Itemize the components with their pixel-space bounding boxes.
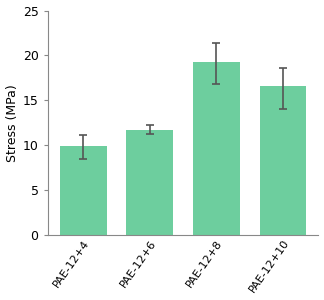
Bar: [126, 130, 173, 235]
Bar: [193, 62, 239, 235]
Bar: [260, 86, 306, 235]
Y-axis label: Stress (MPa): Stress (MPa): [6, 84, 18, 162]
Bar: [60, 146, 107, 235]
